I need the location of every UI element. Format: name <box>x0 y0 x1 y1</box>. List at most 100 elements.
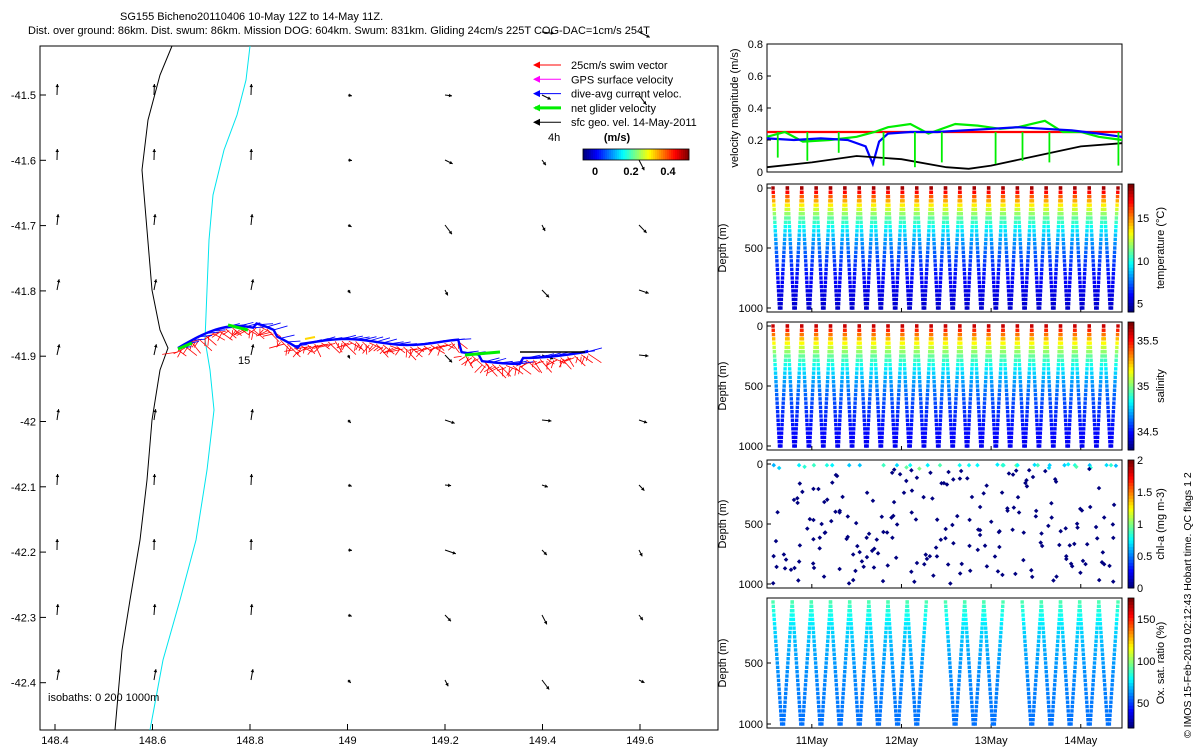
temperature-data-point <box>1086 207 1090 212</box>
salinity-data-point <box>948 418 953 422</box>
oxygen-data-point <box>899 683 904 687</box>
temperature-data-point <box>826 220 831 224</box>
temperature-data-point <box>1113 246 1117 250</box>
oxygen-data-point <box>1026 687 1031 691</box>
salinity-data-point <box>1030 332 1034 337</box>
salinity-data-point <box>794 431 798 435</box>
salinity-data-point <box>902 354 906 358</box>
temperature-data-point <box>1042 229 1046 233</box>
oxygen-y-tick-label: 1000 <box>739 719 763 731</box>
salinity-data-point <box>785 324 790 328</box>
salinity-data-point <box>1063 410 1067 414</box>
temperature-data-point <box>780 280 784 284</box>
salinity-colorbar-cell <box>1128 376 1134 381</box>
oxygen-data-point <box>1094 643 1098 648</box>
oxygen-data-point <box>818 722 822 726</box>
salinity-data-point <box>947 401 952 405</box>
temperature-data-point <box>973 212 978 216</box>
temperature-data-point <box>944 190 948 194</box>
temperature-data-point <box>921 302 925 306</box>
temperature-data-point <box>840 237 844 242</box>
temperature-data-point <box>1069 263 1073 267</box>
salinity-data-point <box>794 427 798 431</box>
salinity-data-point <box>1039 414 1043 418</box>
salinity-data-point <box>816 362 820 367</box>
colorbar-cell <box>675 149 678 160</box>
temperature-data-point <box>802 229 806 233</box>
salinity-data-point <box>901 345 906 350</box>
swim-vector <box>458 356 466 361</box>
salinity-data-point <box>973 332 977 337</box>
temperature-data-point <box>833 280 838 284</box>
oxygen-data-point <box>1023 643 1027 648</box>
salinity-data-point <box>827 341 832 345</box>
temperature-data-point <box>976 259 980 263</box>
salinity-colorbar-cell <box>1128 398 1134 403</box>
oxygen-data-point <box>1085 713 1090 717</box>
map-x-tick-label: 148.6 <box>139 735 167 747</box>
oxygen-data-point <box>822 691 826 696</box>
salinity-data-point <box>890 401 894 405</box>
temperature-data-point <box>1106 263 1110 267</box>
salinity-data-point <box>933 401 937 405</box>
salinity-data-point <box>963 414 967 418</box>
oxygen-data-point <box>951 713 956 717</box>
salinity-data-point <box>1068 414 1072 418</box>
temperature-data-point <box>861 259 865 263</box>
chl-a-colorbar-cell <box>1128 575 1134 579</box>
salinity-data-point <box>1110 422 1115 427</box>
temperature-data-point <box>918 246 922 250</box>
salinity-data-point <box>1098 380 1103 384</box>
temperature-data-point <box>1085 220 1090 224</box>
map-y-tick-label: -41.8 <box>11 286 36 298</box>
oxygen-data-point <box>879 691 884 696</box>
temperature-data-point <box>927 229 931 233</box>
salinity-data-point <box>784 341 789 345</box>
salinity-data-point <box>1016 337 1020 341</box>
temperature-data-point <box>832 246 836 250</box>
oxygen-data-point <box>980 617 985 622</box>
salinity-data-point <box>798 358 802 362</box>
temperature-data-point <box>826 237 830 242</box>
chl-a-data-point <box>816 486 821 492</box>
temperature-data-point <box>805 280 809 284</box>
temperature-data-point <box>976 254 980 259</box>
oxygen-data-point <box>913 709 917 713</box>
salinity-data-point <box>1088 350 1093 354</box>
oxygen-data-point <box>854 696 859 700</box>
salinity-data-point <box>944 337 948 341</box>
salinity-data-point <box>932 380 936 384</box>
oxygen-data-point <box>997 656 1001 661</box>
temperature-data-point <box>903 233 907 237</box>
oxygen-data-point <box>880 678 885 683</box>
oxygen-data-point <box>892 687 896 691</box>
salinity-data-point <box>808 427 813 431</box>
salinity-data-point <box>789 397 794 401</box>
salinity-data-point <box>911 388 915 392</box>
temperature-data-point <box>1003 233 1008 237</box>
temperature-data-point <box>1113 233 1118 237</box>
oxygen-data-point <box>1035 661 1039 665</box>
salinity-data-point <box>1018 375 1022 380</box>
oxygen-data-point <box>1026 683 1030 687</box>
sfc-velocity-arrowhead <box>641 166 645 171</box>
oxygen-data-point <box>1038 622 1042 626</box>
salinity-data-point <box>1059 328 1063 332</box>
chl-a-data-point <box>776 465 782 471</box>
oxygen-data-point <box>865 617 870 622</box>
salinity-data-point <box>1027 371 1031 375</box>
salinity-data-point <box>971 345 975 350</box>
salinity-colorbar-tick-label: 35.5 <box>1137 335 1158 347</box>
salinity-data-point <box>841 354 845 358</box>
swim-vector <box>514 367 517 376</box>
sfc-velocity-arrowhead <box>250 344 255 348</box>
temperature-data-point <box>940 250 944 254</box>
temperature-data-point <box>1052 297 1057 302</box>
salinity-data-point <box>812 362 816 367</box>
temperature-data-point <box>854 250 858 254</box>
oxygen-data-point <box>952 717 956 722</box>
oxygen-data-point <box>1089 709 1093 713</box>
oxygen-data-point <box>956 687 961 691</box>
oxygen-data-point <box>1111 665 1116 670</box>
salinity-data-point <box>995 435 999 440</box>
